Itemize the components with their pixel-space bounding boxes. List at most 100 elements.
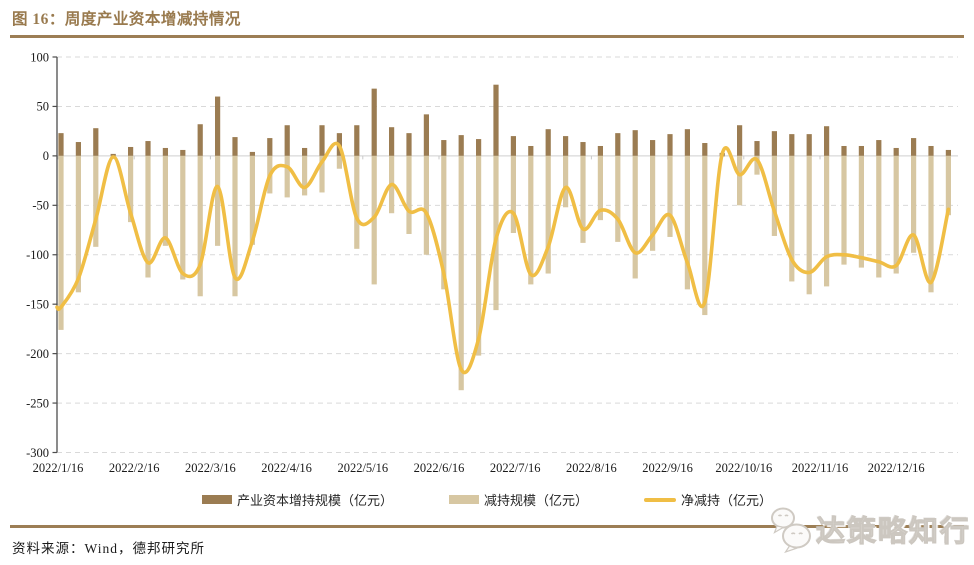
x-axis-label: 2022/4/16 — [261, 461, 312, 475]
y-axis-label: 100 — [30, 50, 49, 64]
decrease-bar — [371, 155, 377, 285]
decrease-bar — [824, 155, 830, 287]
increase-bar — [510, 136, 516, 156]
wechat-chat-bubbles-icon — [771, 507, 811, 553]
decrease-bar — [876, 155, 882, 278]
legend-label-increase: 产业资本增持规模（亿元） — [236, 493, 393, 508]
y-axis-label: -300 — [26, 446, 49, 460]
increase-bar — [893, 147, 899, 156]
increase-bar — [754, 141, 760, 156]
increase-bar — [319, 125, 325, 156]
x-axis-label: 2022/7/16 — [490, 461, 541, 475]
decrease-bar — [423, 155, 429, 255]
y-axis-label: -150 — [26, 297, 49, 311]
decrease-bar — [806, 155, 812, 295]
decrease-bar — [754, 155, 760, 175]
decrease-bar — [771, 155, 777, 236]
increase-bar — [789, 134, 795, 156]
increase-bar — [771, 131, 777, 156]
increase-bar — [110, 153, 116, 156]
increase-bar-swatch — [201, 495, 232, 504]
increase-bar — [615, 133, 621, 156]
decrease-bar — [737, 155, 743, 206]
y-axis-label: -50 — [32, 199, 49, 213]
x-axis-label: 2022/2/16 — [109, 461, 160, 475]
y-axis-label: -100 — [26, 248, 49, 262]
increase-bar — [841, 145, 847, 156]
decrease-bar — [528, 155, 534, 285]
increase-bar — [667, 134, 673, 156]
x-axis-label: 2022/9/16 — [642, 461, 693, 475]
y-axis-label: -200 — [26, 347, 49, 361]
increase-bar — [302, 147, 308, 156]
increase-bar — [545, 129, 551, 156]
increase-bar — [945, 149, 951, 156]
increase-bar — [493, 84, 499, 156]
watermark-text: 达策略知行 — [815, 516, 972, 549]
net-line-swatch — [644, 497, 676, 502]
x-axis-label: 2022/10/16 — [715, 461, 772, 475]
legend-label-decrease: 减持规模（亿元） — [483, 493, 588, 508]
decrease-bar — [476, 155, 482, 356]
increase-bar — [737, 125, 743, 156]
increase-bar — [876, 140, 882, 156]
increase-bar — [597, 145, 603, 156]
increase-bar — [215, 96, 221, 156]
bottom-divider — [10, 525, 964, 528]
decrease-bar — [336, 155, 342, 169]
chart-legend: 产业资本增持规模（亿元） 减持规模（亿元） 净减持（亿元） — [0, 490, 974, 509]
increase-bar — [249, 151, 255, 156]
decrease-bar — [162, 155, 168, 246]
decrease-bar — [302, 155, 308, 196]
increase-bar — [702, 143, 708, 156]
increase-bar — [180, 149, 186, 156]
decrease-bar — [197, 155, 203, 297]
decrease-bar — [841, 155, 847, 265]
decrease-bar — [93, 155, 99, 247]
decrease-bar — [215, 155, 221, 246]
increase-bar — [232, 137, 238, 156]
decrease-bar — [563, 155, 569, 208]
legend-item-net: 净减持（亿元） — [644, 490, 772, 509]
increase-bar — [423, 114, 429, 156]
source-note: 资料来源：Wind，德邦研究所 — [12, 541, 205, 556]
increase-bar — [371, 88, 377, 156]
decrease-bar — [249, 155, 255, 245]
increase-bar — [632, 130, 638, 156]
increase-bar — [580, 142, 586, 156]
increase-bar — [267, 138, 273, 156]
increase-bar — [650, 140, 656, 156]
increase-bar — [858, 145, 864, 156]
increase-bar — [563, 136, 569, 156]
decrease-bar — [180, 155, 186, 280]
x-axis-label: 2022/1/16 — [33, 461, 84, 475]
increase-bar — [441, 140, 447, 156]
decrease-bar — [615, 155, 621, 242]
increase-bar — [128, 146, 134, 156]
decrease-bar — [75, 155, 81, 293]
increase-bar — [93, 128, 99, 156]
legend-item-increase: 产业资本增持规模（亿元） — [201, 490, 393, 509]
decrease-bar — [580, 155, 586, 243]
top-divider — [10, 35, 964, 38]
decrease-bar — [632, 155, 638, 279]
increase-bar — [354, 125, 360, 156]
decrease-bar — [893, 155, 899, 274]
increase-bar — [458, 135, 464, 156]
decrease-bar — [128, 155, 134, 223]
weekly-capital-holdings-chart: 100 50 0 -50 -100 -150 -200 -250 -300 2022/1/16 20… — [0, 44, 974, 490]
increase-bar — [928, 145, 934, 156]
y-axis-label: -250 — [26, 396, 49, 410]
increase-bar — [58, 133, 64, 156]
increase-bar — [528, 145, 534, 156]
increase-bar — [911, 138, 917, 156]
x-axis-label: 2022/3/16 — [185, 461, 236, 475]
increase-bar — [197, 124, 203, 156]
decrease-bar — [650, 155, 656, 251]
decrease-bar — [441, 155, 447, 290]
decrease-bar — [545, 155, 551, 274]
increase-bar — [75, 142, 81, 156]
decrease-bar — [928, 155, 934, 293]
decrease-bar — [406, 155, 412, 234]
increase-bar — [806, 134, 812, 156]
